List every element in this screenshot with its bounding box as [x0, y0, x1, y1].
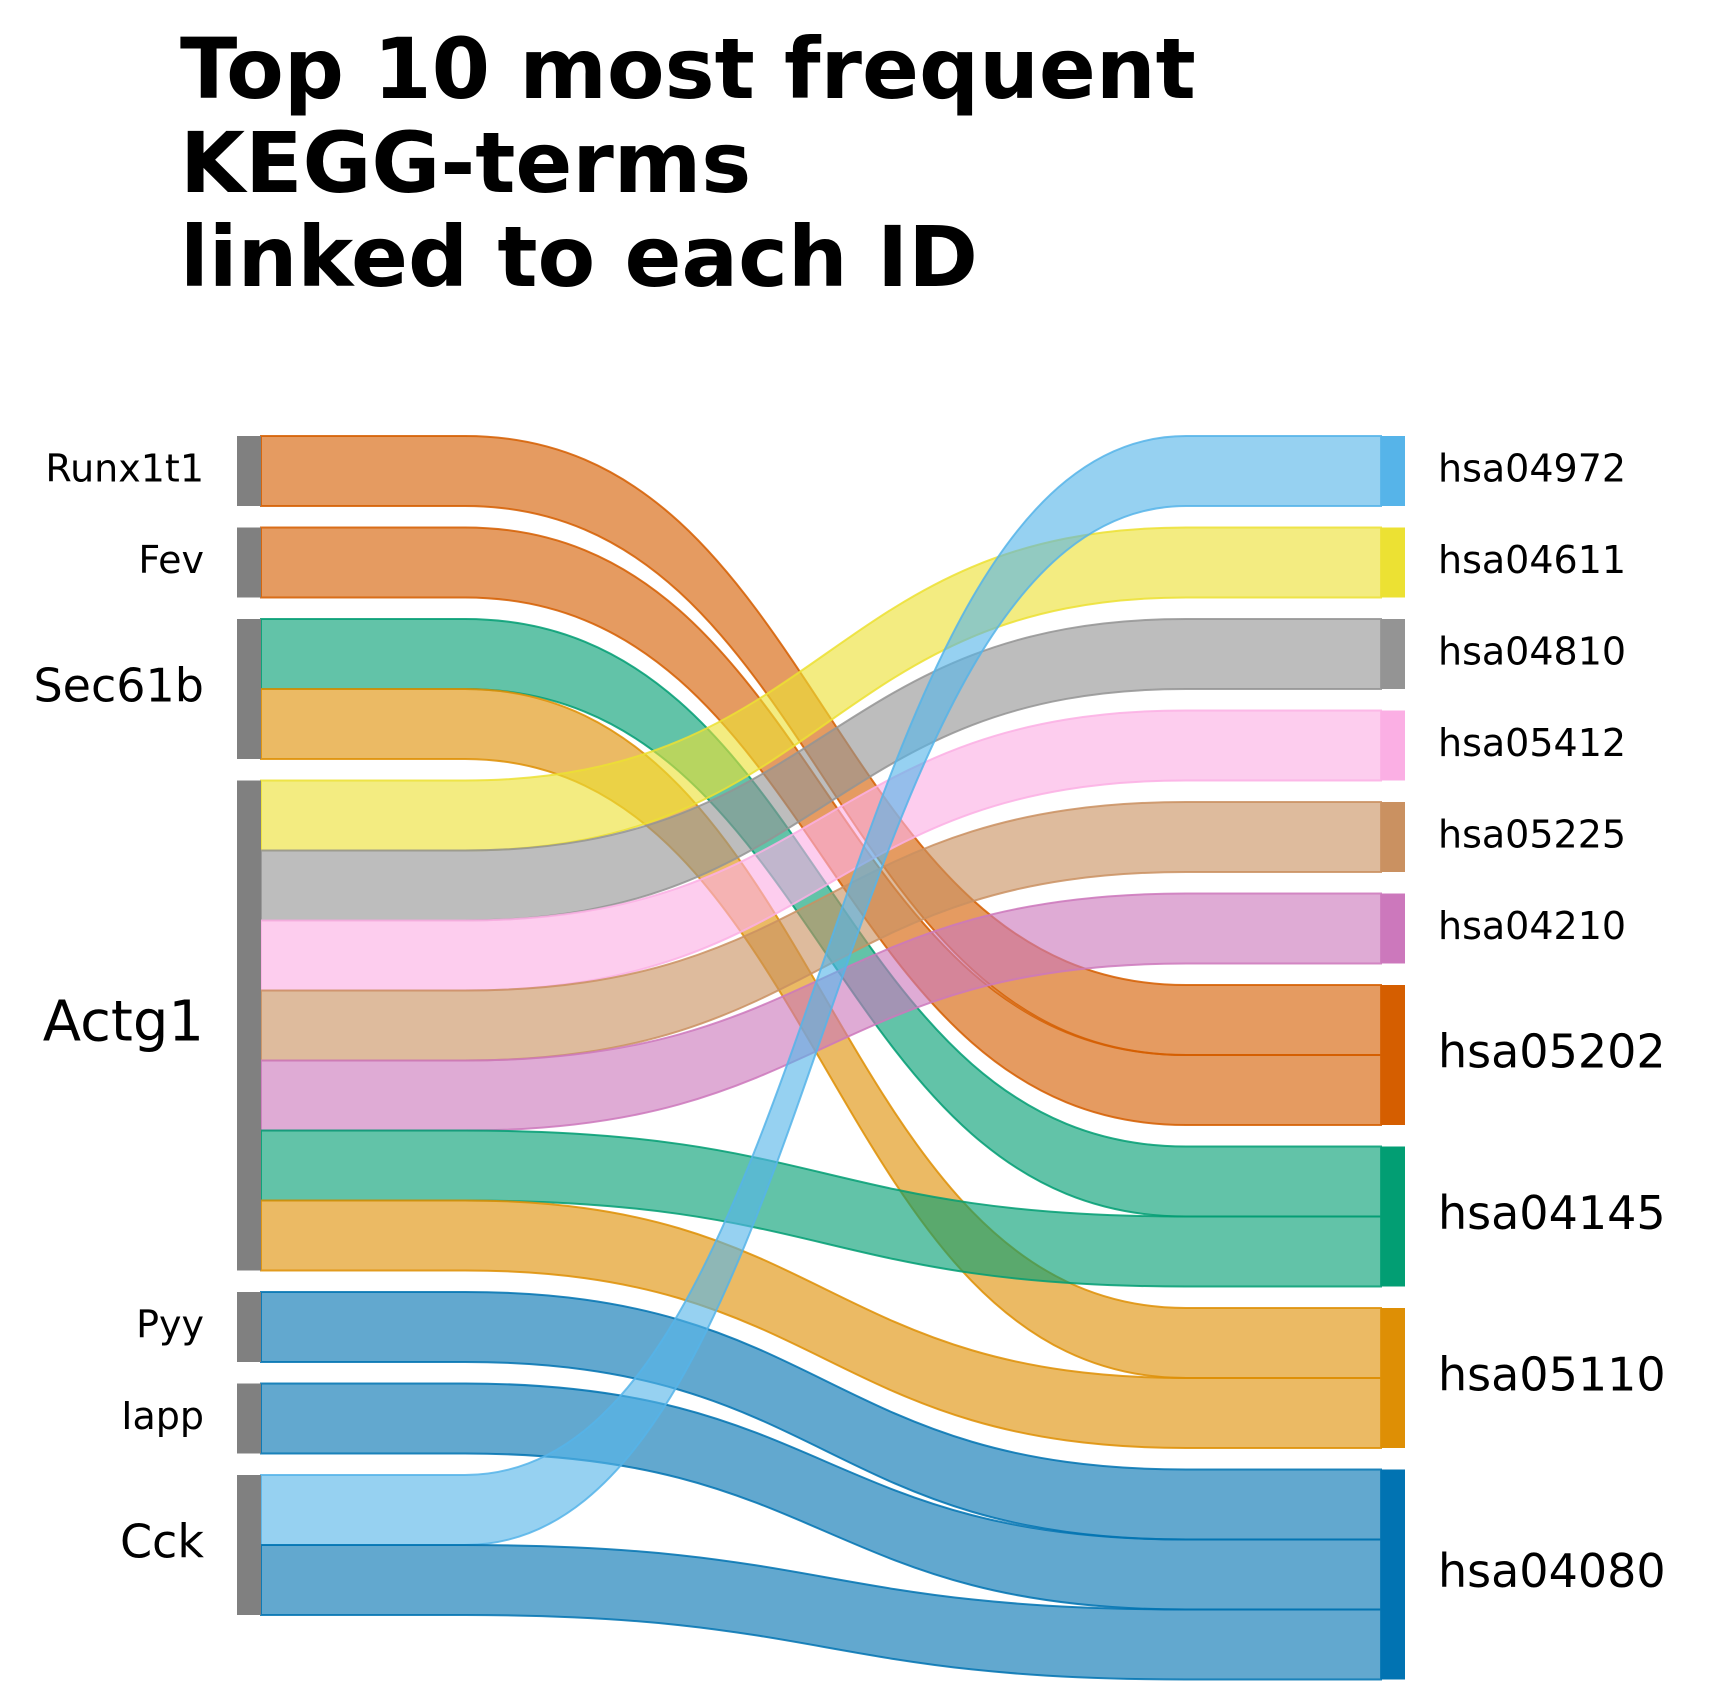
sankey-node-label-hsa04810: hsa04810 [1438, 630, 1626, 674]
sankey-node-label-hsa04210: hsa04210 [1438, 904, 1626, 948]
sankey-node-label-sec61b: Sec61b [33, 659, 204, 713]
sankey-node-hsa04210 [1381, 893, 1405, 964]
sankey-node-runx1t1 [237, 436, 261, 506]
sankey-node-label-hsa05225: hsa05225 [1438, 813, 1626, 857]
sankey-node-label-hsa05412: hsa05412 [1438, 721, 1626, 765]
sankey-node-label-iapp: Iapp [121, 1394, 204, 1438]
sankey-node-hsa04611 [1381, 527, 1405, 598]
sankey-node-label-pyy: Pyy [136, 1303, 204, 1347]
sankey-node-label-hsa05110: hsa05110 [1438, 1348, 1666, 1402]
sankey-node-label-hsa04972: hsa04972 [1438, 447, 1626, 491]
sankey-node-label-hsa04611: hsa04611 [1438, 538, 1626, 582]
sankey-node-label-cck: Cck [120, 1515, 204, 1569]
sankey-node-cck [237, 1475, 261, 1615]
sankey-node-hsa04080 [1381, 1469, 1405, 1680]
sankey-node-hsa05412 [1381, 710, 1405, 781]
sankey-node-label-hsa05202: hsa05202 [1438, 1025, 1666, 1079]
sankey-node-label-hsa04145: hsa04145 [1438, 1186, 1666, 1240]
sankey-node-sec61b [237, 619, 261, 759]
sankey-node-iapp [237, 1383, 261, 1454]
sankey-node-actg1 [237, 780, 261, 1271]
sankey-node-hsa05202 [1381, 985, 1405, 1125]
sankey-node-label-runx1t1: Runx1t1 [45, 447, 204, 491]
chart-title: Top 10 most frequent KEGG-terms linked t… [180, 20, 1196, 306]
sankey-node-hsa04810 [1381, 619, 1405, 689]
sankey-node-hsa05225 [1381, 802, 1405, 872]
sankey-node-hsa04972 [1381, 436, 1405, 506]
sankey-node-label-hsa04080: hsa04080 [1438, 1544, 1666, 1598]
sankey-node-fev [237, 527, 261, 598]
sankey-node-hsa04145 [1381, 1146, 1405, 1287]
sankey-node-label-actg1: Actg1 [43, 990, 204, 1055]
sankey-node-pyy [237, 1292, 261, 1362]
sankey-node-hsa05110 [1381, 1308, 1405, 1448]
sankey-node-label-fev: Fev [138, 538, 204, 582]
